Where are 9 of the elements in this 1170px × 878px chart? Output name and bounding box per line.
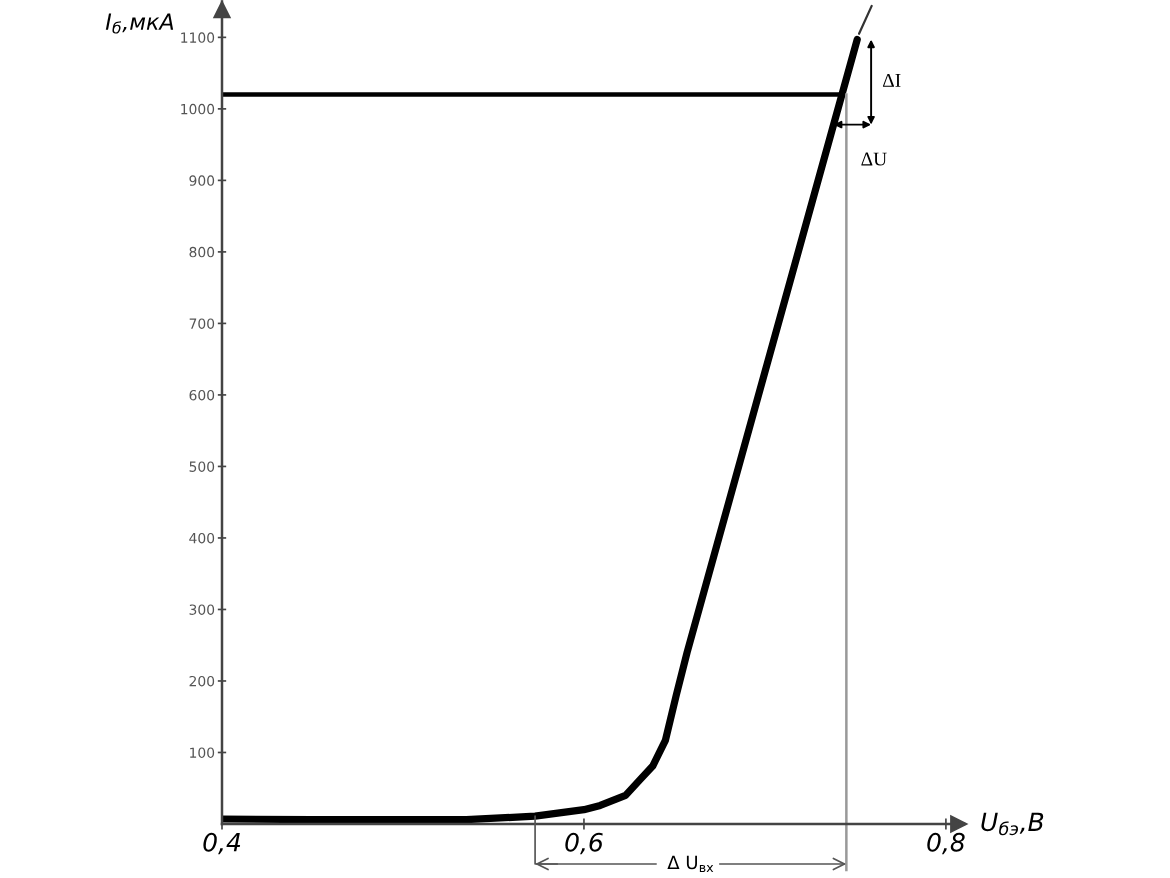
- x-axis-title: U$_{бэ}$,В: [981, 812, 1044, 836]
- annotation: Δ U$_{вх}$: [667, 855, 714, 872]
- line-series: [222, 35, 861, 824]
- annotation: ΔU: [861, 152, 887, 166]
- y-axis-title: I$_{б}$,мкА: [105, 13, 174, 34]
- x-tick-label: 0,8: [927, 832, 965, 855]
- x-tick-label: 0,4: [203, 832, 241, 855]
- annotation: ΔI: [882, 73, 901, 87]
- x-tick-label: 0,6: [565, 832, 603, 855]
